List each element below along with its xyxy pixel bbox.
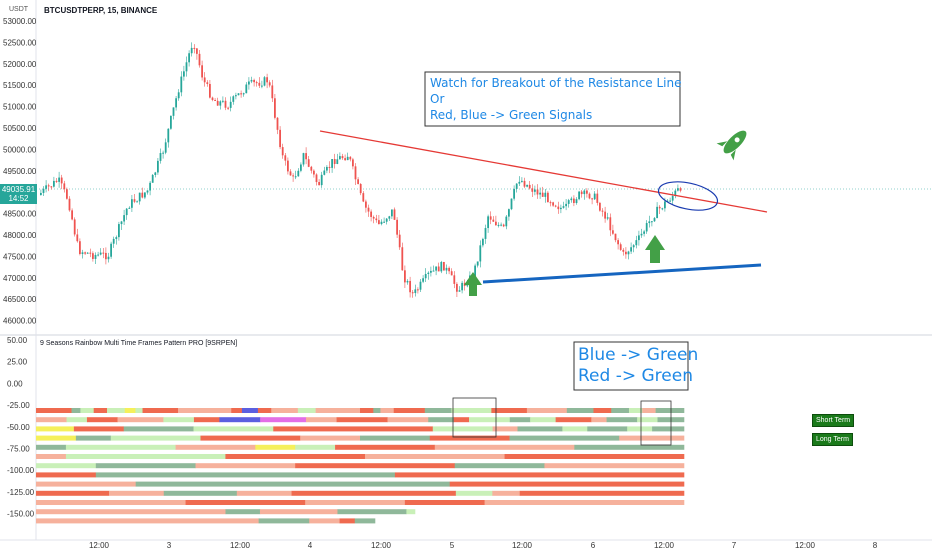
annotation-text: Watch for Breakout of the Resistance Lin… [430,75,682,123]
support-line[interactable] [482,263,762,284]
symbol-title[interactable]: BTCUSDTPERP, 15, BINANCE [44,6,158,15]
highlight-box [640,400,672,446]
time-tick: 12:00 [654,541,675,550]
arrow-up-icon [464,272,482,296]
time-tick: 5 [450,541,455,550]
annotation-line-3: Red, Blue -> Green Signals [430,108,593,122]
time-tick: 8 [873,541,878,550]
price-tick: 50500.00 [3,124,37,133]
time-tick: 12:00 [795,541,816,550]
price-tick: 47000.00 [3,274,37,283]
indicator-tick: 25.00 [7,358,28,367]
price-tick: 47500.00 [3,252,37,261]
price-tick: 51500.00 [3,81,37,90]
time-tick: 4 [308,541,313,550]
indicator-tick: 50.00 [7,336,28,345]
time-tick: 3 [167,541,172,550]
price-tick: 49500.00 [3,167,37,176]
last-price-value: 49035.91 [1,185,36,194]
time-tick: 12:00 [512,541,533,550]
price-tick: 46500.00 [3,295,37,304]
time-tick: 12:00 [89,541,110,550]
indicator-annotation-line-2: Red -> Green [578,366,693,386]
price-tick: 53000.00 [3,17,37,26]
indicator-tick: -100.00 [7,466,35,475]
indicator-tick: -150.00 [7,510,35,519]
breakout-ellipse[interactable] [656,177,720,215]
indicator-title[interactable]: 9 Seasons Rainbow Multi Time Frames Patt… [40,340,238,347]
arrow-up-icon [645,235,665,263]
resistance-line[interactable] [319,130,768,213]
price-tick: 50000.00 [3,145,37,154]
annotation-line-1: Watch for Breakout of the Resistance Lin… [430,76,682,90]
highlight-box [452,397,497,438]
indicator-tick: -125.00 [7,488,35,497]
indicator-annotation-text: Blue -> Green Red -> Green [578,345,698,387]
countdown-timer: 14:52 [8,194,29,203]
time-tick: 12:00 [371,541,392,550]
currency-label: USDT [9,6,29,13]
rainbow-indicator [36,408,685,524]
last-price-badge: 49035.91 14:52 [0,184,37,204]
indicator-note-box [573,341,689,391]
time-tick: 6 [591,541,596,550]
annotation-line-2: Or [430,92,445,106]
time-tick: 12:00 [230,541,251,550]
price-tick: 52500.00 [3,38,37,47]
indicator-tick: -50.00 [7,423,30,432]
note-box [424,71,681,127]
indicator-annotation-line-1: Blue -> Green [578,345,699,365]
price-tick: 48500.00 [3,210,37,219]
price-tick: 48000.00 [3,231,37,240]
price-tick: 51000.00 [3,103,37,112]
indicator-tick: 0.00 [7,379,23,388]
time-tick: 7 [732,541,737,550]
rocket-icon [716,130,747,161]
price-tick: 46000.00 [3,317,37,326]
price-tick: 52000.00 [3,60,37,69]
indicator-tick: -25.00 [7,401,30,410]
short-term-label: Short Term [812,414,855,427]
long-term-label: Long Term [812,433,853,446]
indicator-tick: -75.00 [7,445,30,454]
